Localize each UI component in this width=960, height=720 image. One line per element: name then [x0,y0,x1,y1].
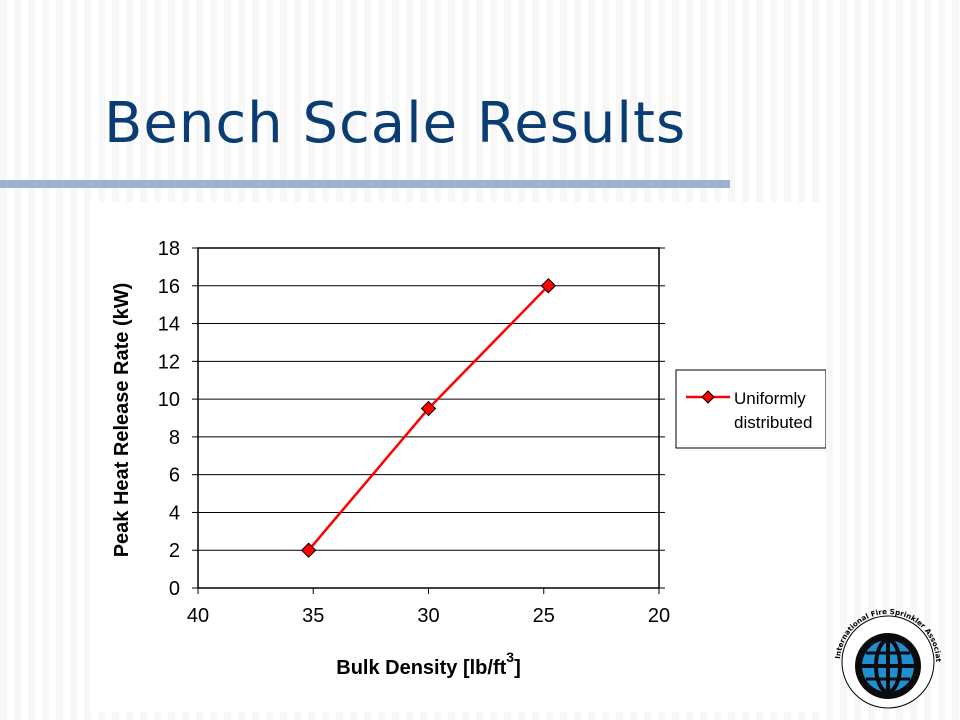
data-point [420,400,437,417]
y-tick-label: 14 [158,314,180,336]
legend-marker [701,390,715,404]
x-tick-label: 20 [648,605,670,627]
y-tick-label: 12 [158,351,180,373]
y-axis-label: Peak Heat Release Rate (kW) [111,283,133,558]
isfa-logo: International Fire Sprinkler Association… [823,593,944,710]
data-point [540,278,557,294]
y-tick-label: 8 [169,427,180,449]
title-divider [0,180,730,188]
legend-label: Uniformly [734,389,806,408]
slide-title: Bench Scale Results [104,91,687,156]
y-tick-label: 4 [169,502,180,524]
globe-icon [855,633,921,699]
y-tick-label: 10 [158,389,180,411]
plot-area [198,248,659,588]
x-tick-label: 40 [187,605,209,627]
legend [675,369,826,449]
chart-panel: 0 2 4 6 8 10 12 14 16 18 40 35 30 25 20 Bulk Density [l… [90,202,826,712]
y-tick-label: 0 [169,578,180,600]
y-tick-label: 6 [169,465,180,487]
data-point [300,542,317,558]
y-tick-label: 2 [169,540,180,562]
x-axis-label: Bulk Density [lb/ft3] [336,649,520,679]
x-tick-label: 35 [302,605,324,627]
chart: 0 2 4 6 8 10 12 14 16 18 40 35 30 25 20 Bulk Density [l… [111,238,826,679]
x-tick-label: 25 [533,605,555,627]
legend-label: distributed [734,413,812,432]
y-tick-label: 16 [158,276,180,298]
x-tick-label: 30 [417,605,439,627]
y-tick-label: 18 [158,238,180,260]
